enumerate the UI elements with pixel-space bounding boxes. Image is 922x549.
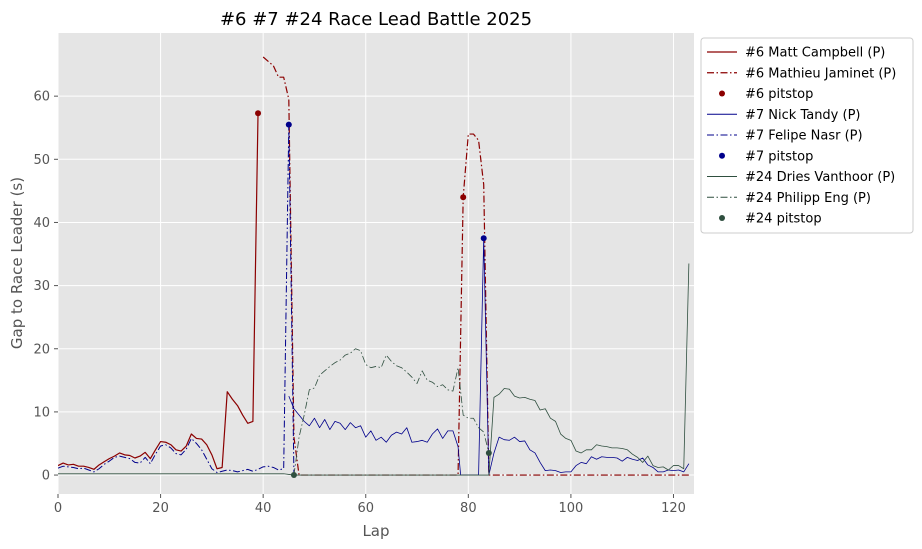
chart-title: #6 #7 #24 Race Lead Battle 2025 xyxy=(220,9,532,30)
x-axis-label: Lap xyxy=(362,522,389,540)
legend-6-mathieu-jaminet-p-label: #6 Mathieu Jaminet (P) xyxy=(745,66,896,81)
x-tick-label: 60 xyxy=(357,501,374,516)
axis-ticks: 0 20 40 60 80 100 120 0 10 20 30 40 50 60 xyxy=(33,90,685,516)
series-7-pitstop-marker xyxy=(480,235,487,242)
x-tick-label: 120 xyxy=(661,501,686,516)
legend-24-dries-vanthoor-p-label: #24 Dries Vanthoor (P) xyxy=(745,170,895,185)
y-tick-label: 60 xyxy=(33,90,50,105)
legend-box xyxy=(700,37,914,234)
legend-7-felipe-nasr-p-label: #7 Felipe Nasr (P) xyxy=(745,129,863,144)
legend-24-philipp-eng-p-label: #24 Philipp Eng (P) xyxy=(745,191,871,206)
legend-24-pitstop-label: #24 pitstop xyxy=(745,212,822,227)
y-axis-label: Gap to Race Leader (s) xyxy=(8,177,26,349)
legend-7-nick-tandy-p-label: #7 Nick Tandy (P) xyxy=(745,108,861,123)
legend-7-pitstop-label: #7 pitstop xyxy=(745,149,813,164)
series-6-mathieu-jaminet-p-line xyxy=(262,56,689,476)
x-tick-label: 0 xyxy=(54,501,62,516)
legend-24-pitstop-swatch xyxy=(719,215,725,221)
series-layer xyxy=(58,56,690,479)
grid xyxy=(57,33,694,494)
x-tick-label: 80 xyxy=(460,501,477,516)
series-6-pitstop-marker xyxy=(255,110,262,117)
x-tick-label: 40 xyxy=(255,501,272,516)
series-6-pitstop-marker xyxy=(460,194,467,201)
legend-6-pitstop-label: #6 pitstop xyxy=(745,87,813,102)
x-tick-label: 20 xyxy=(152,501,169,516)
series-24-pitstop-marker xyxy=(485,449,492,456)
legend: #6 Matt Campbell (P) #6 Mathieu Jaminet (… xyxy=(700,37,914,234)
series-6-matt-campbell-p-line xyxy=(58,113,259,470)
legend-6-pitstop-swatch xyxy=(719,90,725,97)
series-7-felipe-nasr-p-line xyxy=(58,124,295,476)
y-tick-label: 30 xyxy=(33,279,50,294)
series-7-pitstop-marker xyxy=(285,121,292,128)
series-7-nick-tandy-p-line xyxy=(288,237,690,476)
legend-6-matt-campbell-p-label: #6 Matt Campbell (P) xyxy=(745,46,885,61)
series-24-dries-vanthoor-p-line xyxy=(58,263,690,476)
series-24-pitstop-marker xyxy=(290,472,297,479)
y-tick-label: 0 xyxy=(42,469,50,484)
series-24-philipp-eng-p-line xyxy=(293,348,490,476)
y-tick-label: 50 xyxy=(33,153,50,168)
y-tick-label: 40 xyxy=(33,216,50,231)
legend-7-pitstop-swatch xyxy=(719,152,725,159)
y-tick-label: 10 xyxy=(33,405,50,420)
plot-background xyxy=(58,33,694,494)
y-tick-label: 20 xyxy=(33,342,50,357)
x-tick-label: 100 xyxy=(558,501,583,516)
